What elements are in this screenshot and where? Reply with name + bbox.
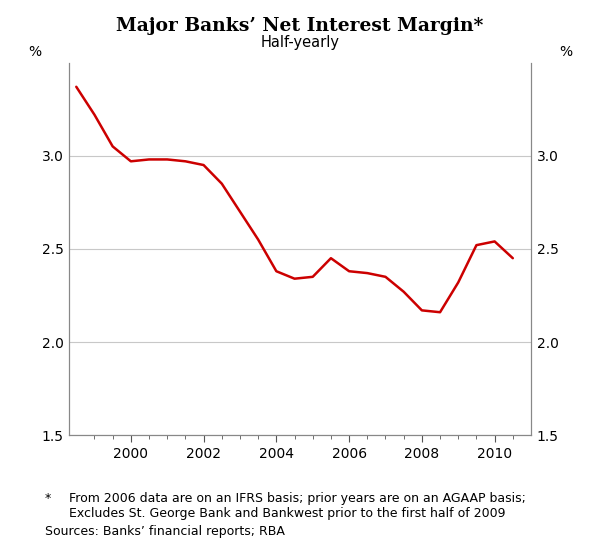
Text: Major Banks’ Net Interest Margin*: Major Banks’ Net Interest Margin*: [116, 17, 484, 35]
Text: Half-yearly: Half-yearly: [260, 35, 340, 51]
Text: From 2006 data are on an IFRS basis; prior years are on an AGAAP basis;: From 2006 data are on an IFRS basis; pri…: [69, 492, 526, 505]
Text: %: %: [28, 45, 41, 59]
Text: Sources: Banks’ financial reports; RBA: Sources: Banks’ financial reports; RBA: [45, 525, 285, 538]
Text: *: *: [45, 492, 51, 505]
Text: %: %: [559, 45, 572, 59]
Text: Excludes St. George Bank and Bankwest prior to the first half of 2009: Excludes St. George Bank and Bankwest pr…: [69, 507, 505, 520]
